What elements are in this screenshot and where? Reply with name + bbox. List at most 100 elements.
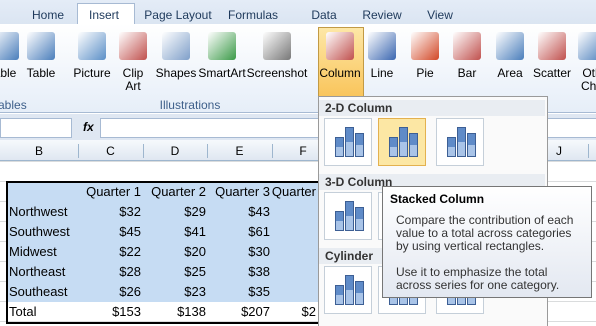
chart-option-button[interactable]	[324, 266, 372, 314]
icon-bar	[335, 137, 344, 157]
row-label: Southeast	[9, 284, 68, 299]
column-title: Quarter 3	[215, 184, 270, 199]
chart-option-button[interactable]	[436, 118, 484, 166]
ribbon-icon	[119, 32, 147, 60]
icon-bar	[389, 137, 398, 157]
ribbon-tab[interactable]: Data	[311, 8, 337, 22]
icon-bar	[345, 127, 354, 157]
ribbon-icon	[326, 32, 354, 60]
cell-value: $138	[177, 304, 206, 319]
cell-value: $2	[301, 304, 316, 319]
ribbon-icon	[578, 32, 596, 60]
cell-value: $26	[119, 284, 141, 299]
cell-value: $61	[248, 224, 270, 239]
column-header: D	[143, 144, 208, 158]
ribbon-button[interactable]: able	[0, 66, 17, 80]
selected-tab	[77, 3, 135, 26]
fx-label: fx	[83, 120, 94, 134]
ribbon-tab[interactable]: Insert	[88, 8, 119, 22]
tooltip-text: Use it to emphasize the total across ser…	[396, 265, 560, 292]
ribbon-button[interactable]: Scatter	[532, 66, 571, 80]
ribbon-button[interactable]: Area	[497, 66, 523, 80]
column-title: Quarter	[271, 184, 316, 199]
tooltip-text: Compare the contribution of each value t…	[396, 213, 574, 253]
grid-line	[0, 161, 596, 162]
column-title: Quarter 2	[151, 184, 206, 199]
row-label: Southwest	[9, 224, 70, 239]
selection-fill	[8, 182, 318, 302]
ribbon-button[interactable]: Line	[370, 66, 394, 80]
icon-bar	[447, 137, 456, 157]
ribbon-button[interactable]: SmartArt	[198, 66, 246, 80]
grid-line	[0, 321, 596, 322]
cell-value: $32	[119, 204, 141, 219]
cell-value: $35	[248, 284, 270, 299]
row-label: Midwest	[9, 244, 57, 259]
chart-option-button[interactable]	[324, 192, 372, 240]
ribbon-button[interactable]: Pie	[416, 66, 434, 80]
ribbon-icon	[27, 32, 55, 60]
cell-value: $28	[119, 264, 141, 279]
ribbon-tab[interactable]: Home	[31, 8, 64, 22]
cell-value: $41	[184, 224, 206, 239]
row-label: Northeast	[9, 264, 66, 279]
ribbon-icon	[208, 32, 236, 60]
cell-value: $43	[248, 204, 270, 219]
chart-option-button[interactable]	[324, 118, 372, 166]
ribbon-icon	[453, 32, 481, 60]
ribbon-button[interactable]: Oth Cha	[580, 66, 596, 93]
ribbon-tab[interactable]: View	[427, 8, 453, 22]
icon-bar	[335, 285, 344, 305]
row-label: Total	[9, 304, 37, 319]
cell-value: $153	[112, 304, 141, 319]
icon-bar	[399, 127, 408, 157]
ribbon-icon	[411, 32, 439, 60]
icon-bar	[355, 133, 364, 157]
cell-value: $38	[248, 264, 270, 279]
group-label: Illustrations	[159, 98, 221, 112]
ribbon-button[interactable]: Picture	[73, 66, 111, 80]
cell-value: $29	[184, 204, 206, 219]
ribbon-button[interactable]: Table	[26, 66, 56, 80]
column-header: C	[78, 144, 144, 158]
column-title: Quarter 1	[86, 184, 141, 199]
cell-value: $45	[119, 224, 141, 239]
ribbon-button[interactable]: Bar	[457, 66, 477, 80]
chart-option-button[interactable]	[378, 118, 426, 166]
ribbon-icon	[538, 32, 566, 60]
cell-value: $30	[248, 244, 270, 259]
ribbon-icon	[368, 32, 396, 60]
ribbon-button[interactable]: Shapes	[155, 66, 197, 80]
cell-value: $22	[119, 244, 141, 259]
icon-bar	[355, 281, 364, 305]
group-label: ables	[0, 98, 27, 112]
ribbon-icon	[263, 32, 291, 60]
cell-value: $25	[184, 264, 206, 279]
icon-bar	[355, 207, 364, 231]
menu-section: 2-D Column	[319, 100, 545, 116]
column-header: B	[0, 144, 79, 158]
ribbon-icon	[496, 32, 524, 60]
icon-bar	[457, 127, 466, 157]
row-label: Northwest	[9, 204, 68, 219]
icon-bar	[345, 201, 354, 231]
ribbon-tab[interactable]: Review	[362, 8, 402, 22]
name-box[interactable]	[0, 118, 72, 138]
tooltip	[382, 186, 592, 298]
ribbon-button[interactable]: Clip Art	[122, 66, 144, 93]
icon-bar	[467, 133, 476, 157]
ribbon-tab[interactable]: Page Layout	[144, 8, 212, 22]
ribbon-button[interactable]: Column	[319, 66, 361, 80]
icon-bar	[345, 275, 354, 305]
icon-bar	[409, 133, 418, 157]
ribbon-button[interactable]: Screenshot	[246, 66, 308, 80]
column-header: E	[207, 144, 273, 158]
ribbon-tab[interactable]: Formulas	[227, 8, 278, 22]
column-header: J	[530, 144, 589, 158]
ribbon-icon	[0, 32, 19, 60]
cell-value: $207	[241, 304, 270, 319]
tooltip-title: Stacked Column	[390, 192, 485, 206]
ribbon-icon	[78, 32, 106, 60]
cell-value: $20	[184, 244, 206, 259]
